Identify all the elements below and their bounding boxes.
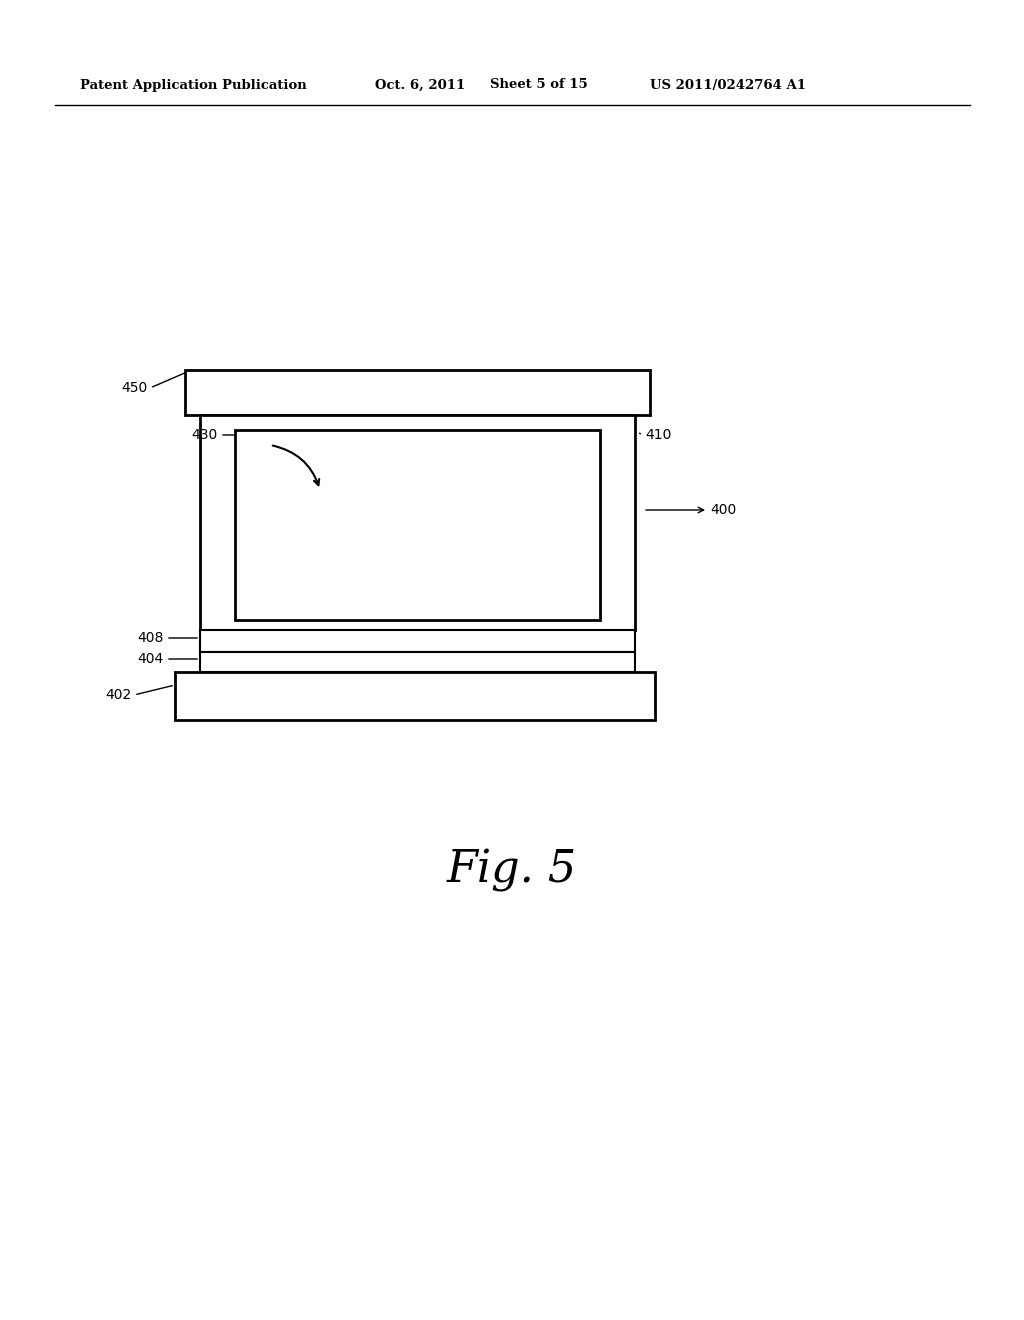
Text: 400: 400 (710, 503, 736, 517)
Bar (185, 370, 650, 414)
Text: Patent Application Publication: Patent Application Publication (80, 78, 307, 91)
Text: 404: 404 (138, 652, 164, 667)
Bar (200, 414, 635, 630)
Bar (175, 672, 655, 719)
Text: Fig. 5: Fig. 5 (446, 849, 578, 891)
Text: 430: 430 (191, 428, 218, 442)
Text: Oct. 6, 2011: Oct. 6, 2011 (375, 78, 465, 91)
Text: 450: 450 (122, 381, 148, 395)
Bar (234, 430, 600, 620)
Text: 410: 410 (645, 428, 672, 442)
Text: 402: 402 (105, 688, 132, 702)
Bar (200, 652, 635, 672)
Text: US 2011/0242764 A1: US 2011/0242764 A1 (650, 78, 806, 91)
Text: Sheet 5 of 15: Sheet 5 of 15 (490, 78, 588, 91)
Text: 408: 408 (137, 631, 164, 645)
Bar (200, 630, 635, 652)
